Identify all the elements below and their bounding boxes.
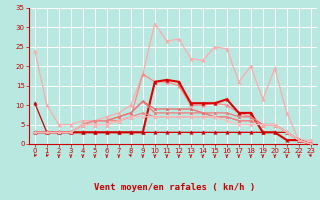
Text: Vent moyen/en rafales ( kn/h ): Vent moyen/en rafales ( kn/h ) [94,183,255,192]
